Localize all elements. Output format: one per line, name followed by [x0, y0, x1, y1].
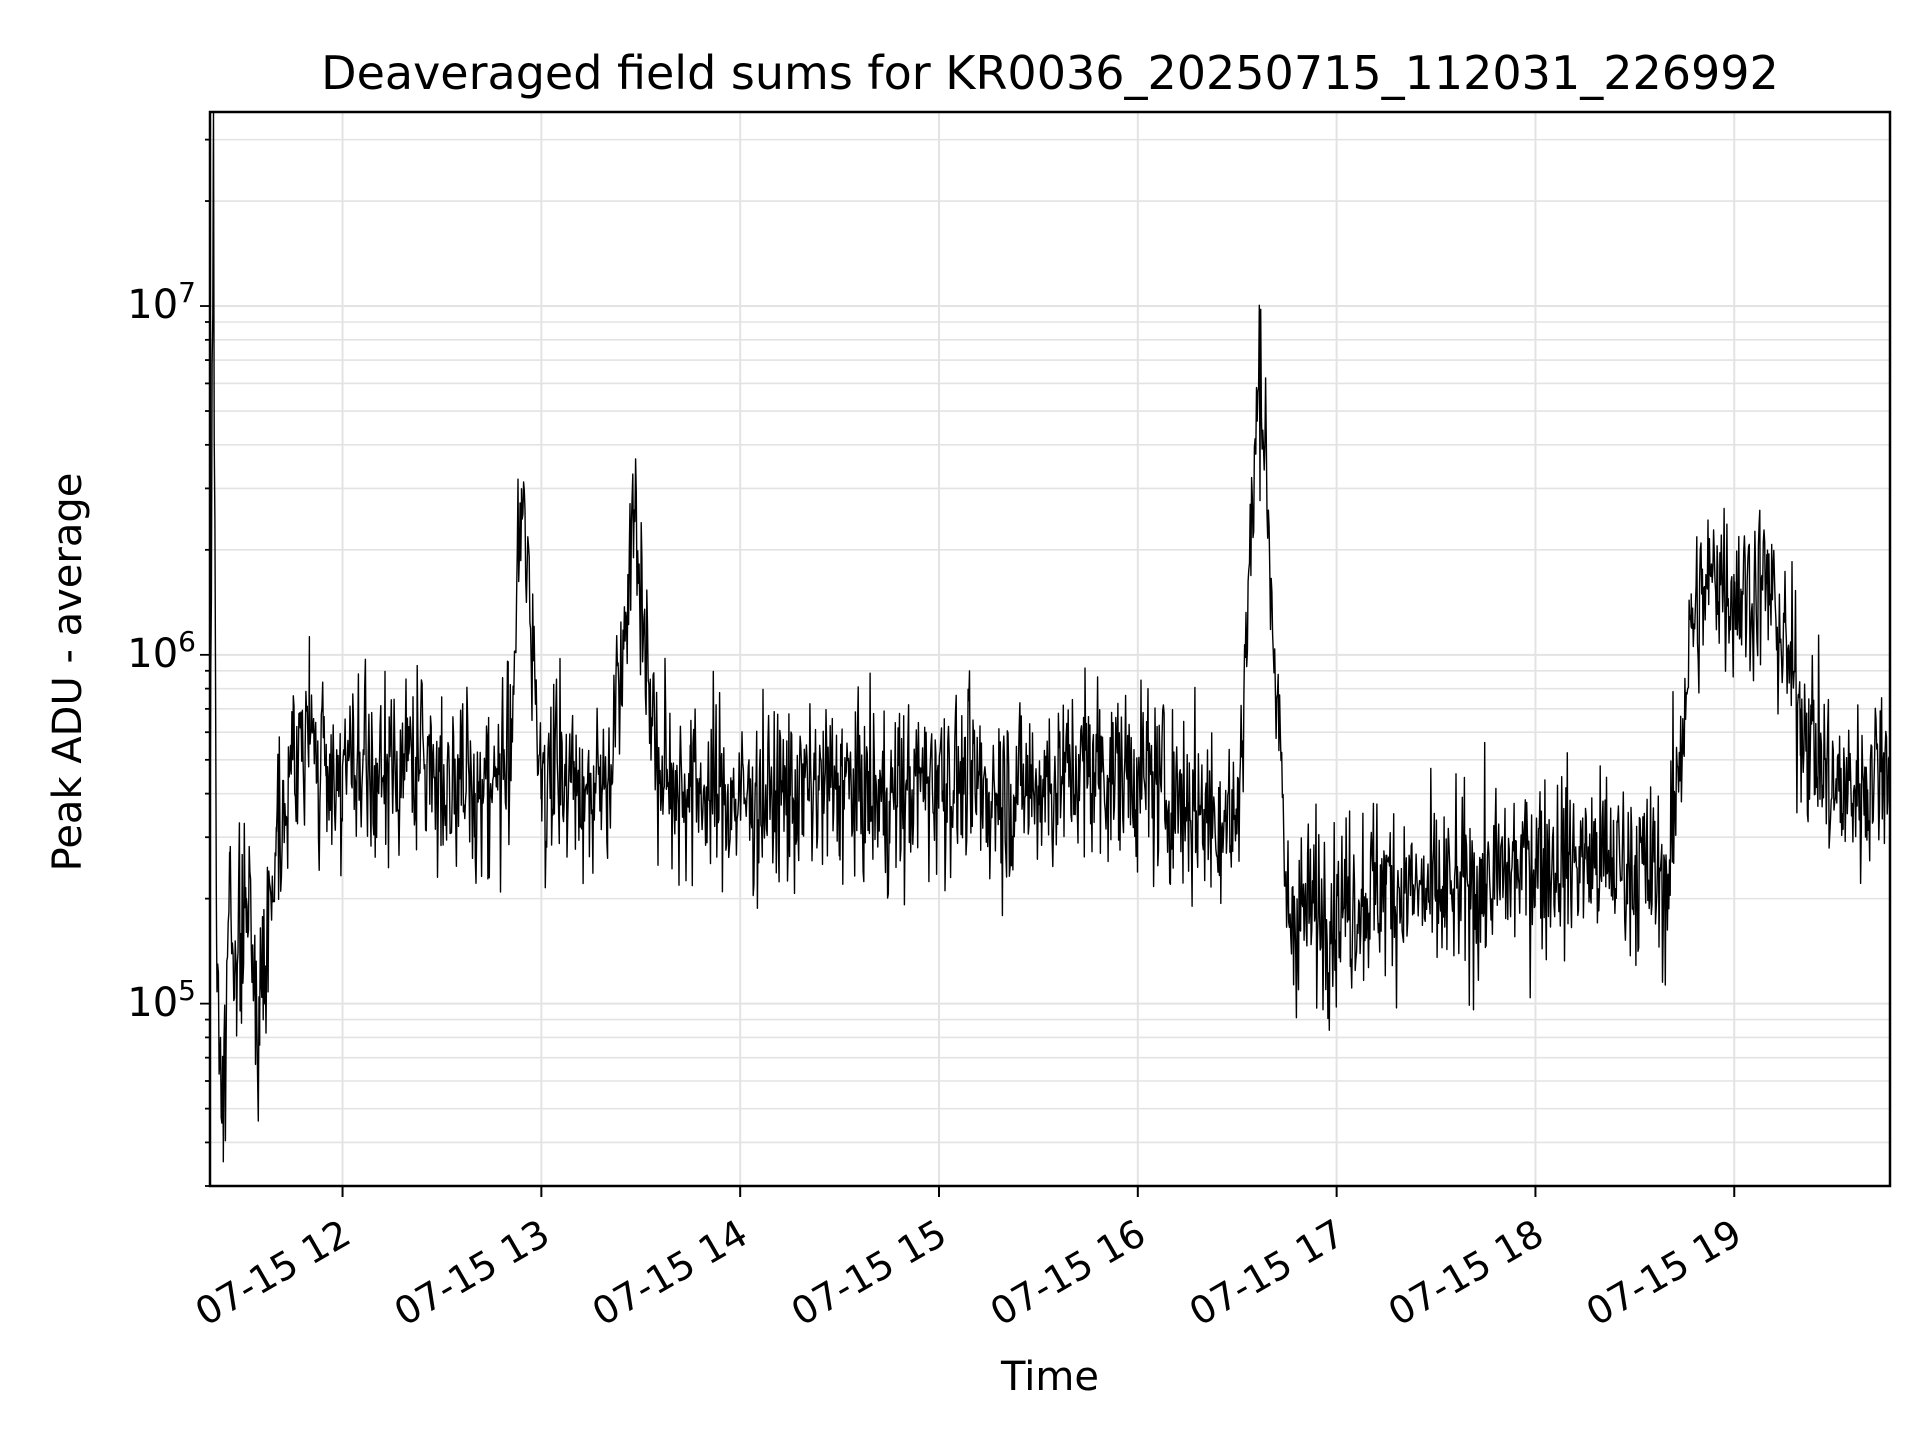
- y-tick-exponent: 7: [178, 276, 196, 310]
- line-layer: [209, 111, 1891, 1163]
- y-tick-label: 107: [127, 276, 196, 329]
- y-tick-base: 10: [127, 630, 179, 677]
- y-tick-base: 10: [127, 282, 179, 329]
- grid-layer: [210, 112, 1890, 1187]
- y-tick-exponent: 5: [178, 973, 196, 1007]
- y-tick-base: 10: [127, 979, 179, 1026]
- chart-title: Deaveraged field sums for KR0036_2025071…: [321, 46, 1779, 100]
- y-tick-label: 105: [127, 974, 196, 1026]
- y-tick-exponent: 6: [178, 624, 196, 658]
- plot-frame: [208, 110, 1892, 1188]
- y-tick-label: 106: [127, 625, 196, 677]
- y-axis-label: Peak ADU - average: [45, 472, 91, 872]
- x-axis-label: Time: [1001, 1354, 1099, 1400]
- series-line: [209, 111, 1891, 1163]
- tick-layer: [200, 138, 1736, 1197]
